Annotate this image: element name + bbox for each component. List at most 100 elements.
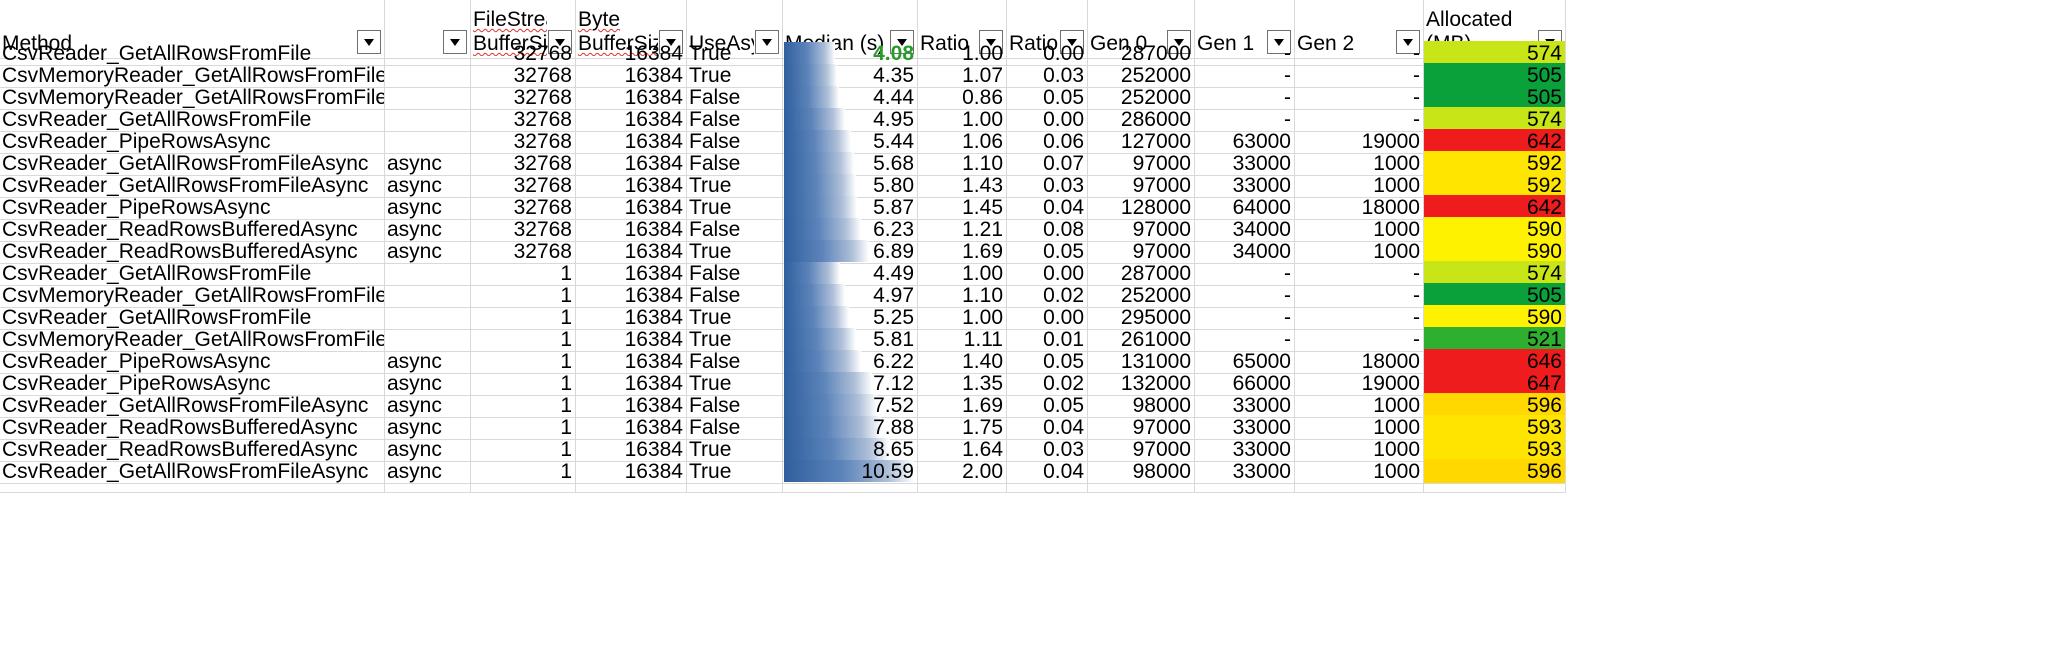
- gen1-cell[interactable]: 33000: [1195, 393, 1295, 418]
- ratio-cell[interactable]: 1.10: [918, 151, 1007, 176]
- async-cell[interactable]: async: [385, 239, 471, 264]
- filestream-buffersize-cell[interactable]: 1: [471, 393, 576, 418]
- useasync-cell[interactable]: False: [687, 283, 783, 308]
- gen2-cell[interactable]: 1000: [1295, 459, 1424, 484]
- async-cell[interactable]: [385, 107, 471, 132]
- method-cell[interactable]: CsvReader_PipeRowsAsync: [0, 129, 385, 154]
- filestream-buffersize-cell[interactable]: 1: [471, 371, 576, 396]
- filestream-buffersize-cell[interactable]: 1: [471, 327, 576, 352]
- allocated-cell[interactable]: 642: [1424, 195, 1566, 220]
- useasync-cell[interactable]: False: [687, 393, 783, 418]
- gen0-cell[interactable]: 287000: [1088, 41, 1195, 66]
- allocated-cell[interactable]: 647: [1424, 371, 1566, 396]
- gen1-cell[interactable]: -: [1195, 261, 1295, 286]
- gen1-cell[interactable]: 65000: [1195, 349, 1295, 374]
- median-cell[interactable]: 7.52: [783, 393, 918, 418]
- gen1-cell[interactable]: 63000: [1195, 129, 1295, 154]
- ratio-cell[interactable]: 1.00: [918, 261, 1007, 286]
- filestream-buffersize-cell[interactable]: 32768: [471, 239, 576, 264]
- gen0-cell[interactable]: 97000: [1088, 437, 1195, 462]
- ratiosd-cell[interactable]: 0.00: [1007, 41, 1088, 66]
- ratiosd-cell[interactable]: 0.00: [1007, 107, 1088, 132]
- async-cell[interactable]: [385, 41, 471, 66]
- ratiosd-cell[interactable]: 0.02: [1007, 371, 1088, 396]
- gen2-cell[interactable]: -: [1295, 305, 1424, 330]
- gen1-cell[interactable]: -: [1195, 107, 1295, 132]
- ratio-cell[interactable]: 1.11: [918, 327, 1007, 352]
- method-cell[interactable]: CsvReader_GetAllRowsFromFileAsync: [0, 393, 385, 418]
- allocated-cell[interactable]: 590: [1424, 217, 1566, 242]
- useasync-cell[interactable]: False: [687, 151, 783, 176]
- empty-cell[interactable]: [687, 481, 783, 493]
- empty-cell[interactable]: [1295, 481, 1424, 493]
- gen2-cell[interactable]: 18000: [1295, 349, 1424, 374]
- ratio-cell[interactable]: 1.06: [918, 129, 1007, 154]
- allocated-cell[interactable]: 593: [1424, 415, 1566, 440]
- gen1-cell[interactable]: -: [1195, 305, 1295, 330]
- gen0-cell[interactable]: 286000: [1088, 107, 1195, 132]
- allocated-cell[interactable]: 642: [1424, 129, 1566, 154]
- byte-buffersize-cell[interactable]: 16384: [576, 261, 687, 286]
- gen2-cell[interactable]: 1000: [1295, 239, 1424, 264]
- gen0-cell[interactable]: 98000: [1088, 393, 1195, 418]
- useasync-cell[interactable]: False: [687, 217, 783, 242]
- gen0-cell[interactable]: 128000: [1088, 195, 1195, 220]
- ratio-cell[interactable]: 2.00: [918, 459, 1007, 484]
- useasync-cell[interactable]: True: [687, 63, 783, 88]
- useasync-cell[interactable]: True: [687, 173, 783, 198]
- column-header-gen1[interactable]: Gen 1: [1195, 0, 1295, 59]
- byte-buffersize-cell[interactable]: 16384: [576, 239, 687, 264]
- filter-dropdown-button[interactable]: [1396, 30, 1420, 54]
- empty-cell[interactable]: [783, 481, 918, 493]
- async-cell[interactable]: async: [385, 371, 471, 396]
- ratio-cell[interactable]: 1.35: [918, 371, 1007, 396]
- async-cell[interactable]: [385, 63, 471, 88]
- method-cell[interactable]: CsvReader_GetAllRowsFromFileAsync: [0, 151, 385, 176]
- useasync-cell[interactable]: False: [687, 129, 783, 154]
- async-cell[interactable]: async: [385, 437, 471, 462]
- filestream-buffersize-cell[interactable]: 1: [471, 459, 576, 484]
- async-cell[interactable]: [385, 85, 471, 110]
- byte-buffersize-cell[interactable]: 16384: [576, 151, 687, 176]
- filestream-buffersize-cell[interactable]: 1: [471, 437, 576, 462]
- ratio-cell[interactable]: 1.69: [918, 393, 1007, 418]
- async-cell[interactable]: [385, 129, 471, 154]
- ratiosd-cell[interactable]: 0.00: [1007, 261, 1088, 286]
- ratio-cell[interactable]: 1.43: [918, 173, 1007, 198]
- ratiosd-cell[interactable]: 0.00: [1007, 305, 1088, 330]
- gen1-cell[interactable]: 34000: [1195, 239, 1295, 264]
- column-header-ratiosd[interactable]: RatioSD: [1007, 0, 1088, 59]
- gen2-cell[interactable]: 1000: [1295, 437, 1424, 462]
- gen0-cell[interactable]: 97000: [1088, 239, 1195, 264]
- gen1-cell[interactable]: 34000: [1195, 217, 1295, 242]
- ratio-cell[interactable]: 1.64: [918, 437, 1007, 462]
- useasync-cell[interactable]: True: [687, 327, 783, 352]
- method-cell[interactable]: CsvReader_PipeRowsAsync: [0, 349, 385, 374]
- method-cell[interactable]: CsvReader_ReadRowsBufferedAsync: [0, 217, 385, 242]
- gen0-cell[interactable]: 98000: [1088, 459, 1195, 484]
- async-cell[interactable]: [385, 305, 471, 330]
- useasync-cell[interactable]: False: [687, 85, 783, 110]
- gen1-cell[interactable]: 33000: [1195, 459, 1295, 484]
- ratiosd-cell[interactable]: 0.05: [1007, 393, 1088, 418]
- filter-dropdown-button[interactable]: [979, 30, 1003, 54]
- async-cell[interactable]: async: [385, 195, 471, 220]
- median-cell[interactable]: 5.68: [783, 151, 918, 176]
- filestream-buffersize-cell[interactable]: 1: [471, 415, 576, 440]
- column-header-useasync[interactable]: UseAsync: [687, 0, 783, 59]
- ratiosd-cell[interactable]: 0.04: [1007, 195, 1088, 220]
- ratiosd-cell[interactable]: 0.05: [1007, 349, 1088, 374]
- empty-cell[interactable]: [1088, 481, 1195, 493]
- ratio-cell[interactable]: 1.10: [918, 283, 1007, 308]
- filestream-buffersize-cell[interactable]: 32768: [471, 173, 576, 198]
- gen0-cell[interactable]: 127000: [1088, 129, 1195, 154]
- async-cell[interactable]: async: [385, 415, 471, 440]
- async-cell[interactable]: [385, 283, 471, 308]
- ratiosd-cell[interactable]: 0.04: [1007, 459, 1088, 484]
- median-cell[interactable]: 4.44: [783, 85, 918, 110]
- gen1-cell[interactable]: -: [1195, 283, 1295, 308]
- method-cell[interactable]: CsvReader_GetAllRowsFromFile: [0, 261, 385, 286]
- useasync-cell[interactable]: True: [687, 459, 783, 484]
- ratiosd-cell[interactable]: 0.05: [1007, 239, 1088, 264]
- allocated-cell[interactable]: 521: [1424, 327, 1566, 352]
